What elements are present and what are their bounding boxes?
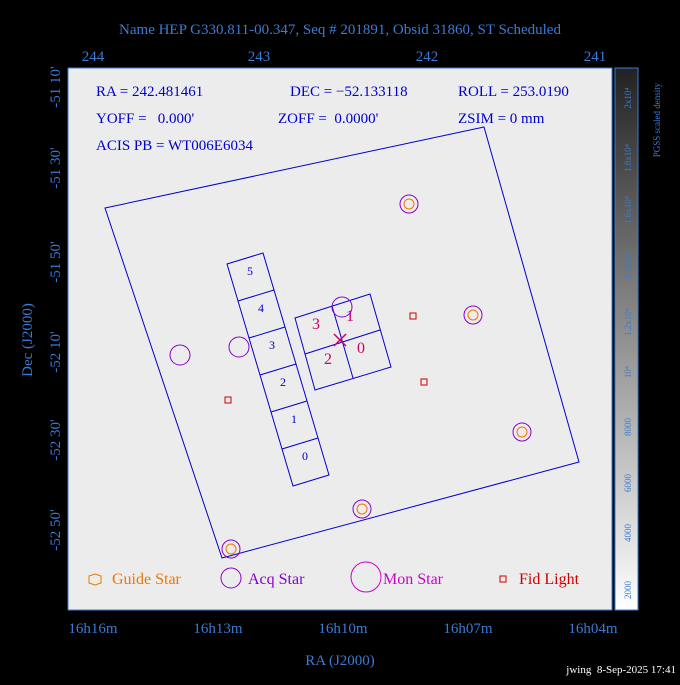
chip-label: 4 — [258, 301, 264, 315]
tick: 16h16m — [68, 621, 118, 637]
info-line: ZOFF = 0.0000' — [278, 111, 379, 127]
aimpoint — [333, 333, 347, 347]
chip-label: 0 — [302, 449, 308, 463]
tick: -52 10' — [48, 331, 64, 373]
star — [169, 344, 191, 366]
star — [516, 426, 528, 438]
acq-stars — [169, 194, 532, 559]
fov-box — [104, 126, 580, 559]
tick: -52 50' — [48, 509, 64, 551]
legend-symbol — [350, 561, 382, 593]
tick: -52 30' — [48, 419, 64, 461]
legend-symbol — [220, 567, 242, 589]
left-ticks: -51 10' -51 30' -51 50' -52 10' -52 30' … — [48, 66, 64, 551]
cb-tick: 2000 — [623, 581, 633, 600]
star — [512, 422, 532, 442]
legend-label: Guide Star — [112, 571, 182, 588]
star — [467, 309, 479, 321]
chip-i — [294, 293, 392, 391]
fid — [409, 312, 417, 320]
chip-labels: 5 4 3 2 1 0 — [247, 264, 308, 463]
cb-tick: 8000 — [623, 418, 633, 437]
tick: 244 — [82, 49, 105, 65]
y-label: Dec (J2000) — [20, 303, 36, 377]
tick: 243 — [248, 49, 271, 65]
tick: 16h07m — [443, 621, 493, 637]
chip-label: 2 — [324, 351, 332, 368]
footer: jwing 8-Sep-2025 17:41 — [565, 664, 676, 676]
star — [221, 539, 241, 559]
title: Name HEP G330.811-00.347, Seq # 201891, … — [119, 22, 561, 38]
star — [225, 543, 237, 555]
chip-label: 0 — [357, 340, 365, 357]
stars — [169, 194, 532, 559]
chip-label: 1 — [346, 308, 354, 325]
legend-symbol — [499, 575, 507, 583]
info-line: YOFF = 0.000' — [96, 111, 195, 127]
chip-i-labels: 3 1 2 0 — [312, 308, 365, 368]
tick: 16h10m — [318, 621, 368, 637]
bottom-ticks: 16h16m 16h13m 16h10m 16h07m 16h04m — [68, 621, 618, 637]
cb-tick: 2x10⁴ — [623, 87, 633, 108]
legend: Guide Star Acq Star Mon Star Fid Light — [88, 561, 580, 593]
tick: 241 — [584, 49, 607, 65]
cb-tick: 6000 — [623, 474, 633, 493]
chip-line — [259, 363, 297, 376]
tick: 16h13m — [193, 621, 243, 637]
cb-tick: 1.8x10⁴ — [623, 144, 633, 172]
chip-label: 5 — [247, 264, 253, 278]
star — [399, 194, 419, 214]
cb-tick: 10⁴ — [623, 366, 633, 378]
guide-stars — [225, 198, 528, 555]
fid — [420, 378, 428, 386]
legend-label: Acq Star — [248, 571, 305, 588]
legend-label: Fid Light — [519, 571, 580, 588]
info-line: RA = 242.481461 — [96, 84, 203, 100]
tick: 16h04m — [568, 621, 618, 637]
star — [331, 296, 353, 318]
chip-line — [237, 289, 275, 302]
chip-label: 2 — [280, 375, 286, 389]
cb-tick: 1.6x10⁴ — [623, 196, 633, 224]
colorbar — [614, 67, 639, 611]
fov — [104, 126, 580, 559]
legend-label: Mon Star — [383, 571, 444, 588]
info: RA = 242.481461 DEC = −52.133118 ROLL = … — [96, 84, 569, 154]
chip-line — [248, 326, 286, 339]
fid-lights — [224, 312, 428, 404]
chip-label: 3 — [269, 338, 275, 352]
colorbar-labels: 2000 4000 6000 8000 10⁴ 1.2x10⁴ 1.4x10⁴ … — [623, 82, 662, 599]
tick: 242 — [416, 49, 439, 65]
fid — [224, 396, 232, 404]
tick: -51 50' — [48, 241, 64, 283]
info-line: ROLL = 253.0190 — [458, 84, 569, 100]
info-line: DEC = −52.133118 — [290, 84, 408, 100]
chip-line — [270, 400, 308, 413]
info-line: ZSIM = 0 mm — [458, 111, 545, 127]
tick: -51 10' — [48, 66, 64, 108]
cb-tick: 1.4x10⁴ — [623, 251, 633, 279]
chip-label: 1 — [291, 412, 297, 426]
star — [356, 503, 368, 515]
cb-tick: 4000 — [623, 524, 633, 543]
tick: -51 30' — [48, 147, 64, 189]
top-ticks: 244 243 242 241 — [82, 49, 607, 65]
chip-line — [281, 437, 319, 450]
chip-label: 3 — [312, 316, 320, 333]
cb-label: PGSS scaled density — [652, 82, 662, 157]
star — [403, 198, 415, 210]
legend-symbol — [88, 573, 102, 586]
star — [352, 499, 372, 519]
star — [463, 305, 483, 325]
star — [228, 336, 250, 358]
x-label: RA (J2000) — [305, 653, 375, 669]
cb-tick: 1.2x10⁴ — [623, 308, 633, 336]
info-line: ACIS PB = WT006E6034 — [96, 138, 253, 154]
